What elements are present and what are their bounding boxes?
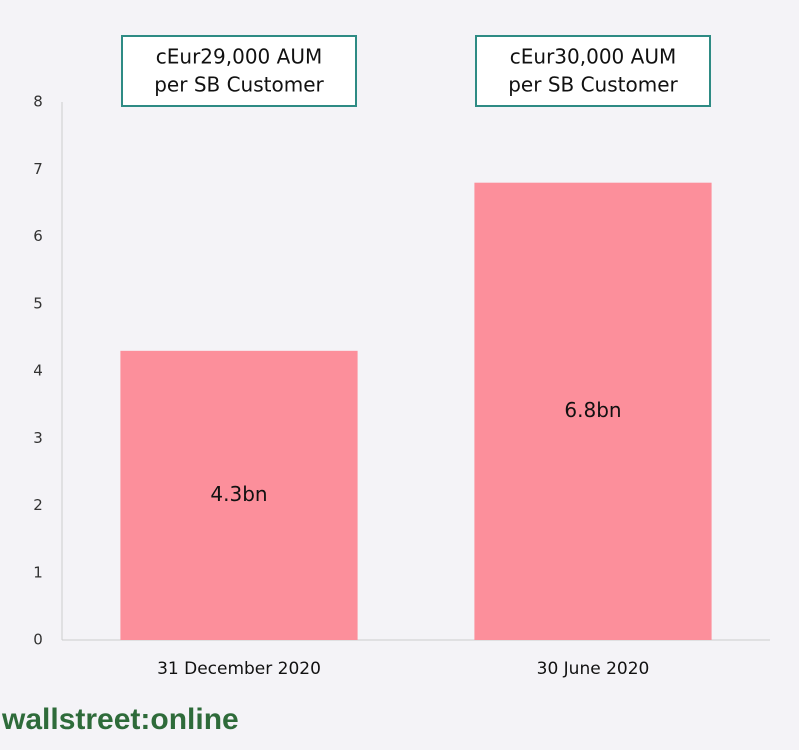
y-tick-label: 0 (33, 631, 43, 649)
annotation-text: per SB Customer (154, 73, 324, 97)
bar (120, 350, 358, 640)
bar (474, 182, 712, 640)
x-tick-label: 31 December 2020 (157, 659, 321, 679)
y-tick-label: 7 (33, 160, 43, 178)
y-tick-label: 8 (33, 93, 43, 111)
y-tick-label: 4 (33, 362, 43, 380)
y-tick-label: 3 (33, 429, 43, 447)
y-tick-label: 5 (33, 294, 43, 312)
annotation-text: cEur30,000 AUM (510, 45, 676, 69)
annotation-text: cEur29,000 AUM (156, 45, 322, 69)
annotation-box (121, 35, 357, 107)
y-tick-label: 6 (33, 227, 43, 245)
value-label: 4.3bn (210, 482, 267, 506)
annotation-text: per SB Customer (508, 73, 678, 97)
annotation-box (475, 35, 711, 107)
value-label: 6.8bn (564, 398, 621, 422)
x-tick-label: 30 June 2020 (537, 659, 650, 679)
y-tick-label: 2 (33, 496, 43, 514)
y-tick-label: 1 (33, 563, 43, 581)
watermark: wallstreet:online (1, 703, 239, 736)
